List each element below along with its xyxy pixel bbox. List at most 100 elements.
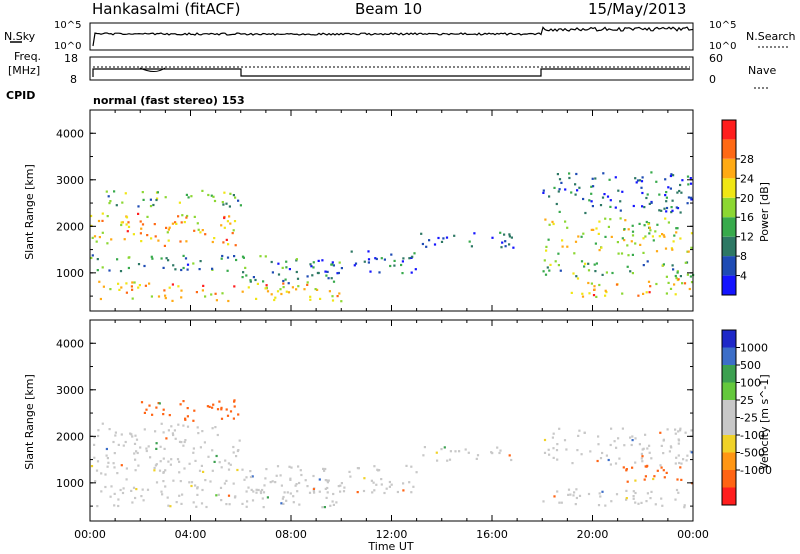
data-cell — [689, 182, 693, 185]
data-cell — [625, 469, 628, 472]
noise-trace — [92, 26, 694, 47]
data-cell — [110, 238, 113, 241]
data-cell — [294, 484, 297, 487]
data-cell — [232, 445, 235, 449]
data-cell — [270, 293, 273, 296]
data-cell — [264, 255, 267, 258]
data-cell — [225, 503, 228, 506]
data-cell — [362, 489, 366, 493]
colorbar-frame — [721, 119, 737, 296]
data-cell — [237, 199, 240, 202]
data-cell — [677, 430, 680, 433]
data-cell — [625, 497, 628, 500]
data-cell — [648, 291, 651, 294]
data-cell — [215, 299, 218, 302]
data-cell — [179, 403, 182, 406]
freq-strip: Freq. [MHz] 18 8 60 0 Nave — [8, 50, 776, 89]
data-cell — [475, 457, 478, 460]
data-cell — [648, 232, 651, 235]
data-cell — [265, 284, 268, 287]
data-cell — [567, 488, 571, 491]
data-cell — [508, 233, 511, 236]
data-cell — [650, 171, 653, 174]
data-cell — [274, 481, 277, 484]
data-cell — [609, 443, 612, 447]
data-cell — [155, 481, 159, 484]
data-cell — [374, 257, 377, 260]
data-cell — [578, 494, 582, 497]
data-cell — [510, 458, 513, 462]
data-cell — [97, 219, 101, 223]
data-cell — [129, 432, 132, 435]
data-cell — [677, 442, 680, 445]
data-cell — [112, 462, 115, 465]
freq-trace — [92, 68, 690, 77]
data-cell — [565, 448, 568, 451]
data-cell — [440, 240, 444, 243]
data-cell — [665, 206, 669, 210]
data-cell — [673, 283, 676, 286]
data-cell — [101, 212, 104, 215]
data-cell — [150, 295, 153, 298]
data-cell — [223, 191, 226, 194]
data-cell — [552, 432, 555, 435]
station-title: Hankasalmi (fitACF) — [92, 0, 240, 18]
data-cell — [312, 490, 315, 493]
data-cell — [300, 473, 303, 477]
data-cell — [410, 491, 413, 494]
data-cell — [503, 233, 506, 236]
data-cell — [445, 236, 449, 239]
data-cell — [212, 195, 215, 198]
data-cell — [331, 500, 334, 503]
data-cell — [587, 262, 590, 265]
data-cell — [245, 476, 248, 479]
data-cell — [162, 480, 165, 483]
data-cell — [577, 235, 580, 238]
x-tick-label: 16:00 — [476, 528, 508, 541]
data-cell — [284, 278, 287, 281]
data-cell — [440, 448, 443, 451]
data-cell — [547, 448, 550, 451]
data-cell — [548, 223, 551, 226]
data-cell — [117, 498, 120, 501]
data-cell — [543, 438, 547, 442]
data-cell — [557, 252, 560, 255]
data-cell — [651, 235, 654, 238]
data-cell — [389, 264, 392, 268]
data-cell — [410, 465, 413, 468]
data-cell — [645, 196, 648, 200]
data-cell — [211, 406, 214, 409]
data-cell — [331, 299, 335, 302]
date-title: 15/May/2013 — [588, 0, 686, 18]
data-cell — [408, 481, 411, 484]
data-cell — [559, 269, 562, 272]
data-cell — [670, 247, 673, 250]
data-cell — [105, 447, 108, 451]
data-cell — [316, 288, 319, 291]
colorbar-swatch — [722, 435, 736, 453]
data-cell — [325, 496, 328, 499]
data-cell — [90, 256, 93, 260]
data-cell — [182, 254, 185, 257]
data-cell — [198, 268, 201, 271]
data-cell — [104, 485, 107, 489]
data-cell — [369, 270, 372, 273]
data-cell — [247, 486, 250, 489]
data-cell — [393, 264, 396, 267]
data-cell — [646, 447, 649, 450]
x-tick-label: 00:00 — [677, 528, 709, 541]
data-cell — [688, 287, 691, 291]
data-cell — [165, 257, 168, 260]
data-cell — [196, 222, 199, 225]
data-cell — [225, 479, 228, 482]
data-cell — [677, 278, 680, 281]
data-cell — [650, 201, 653, 204]
data-cell — [261, 497, 264, 500]
data-cell — [201, 430, 204, 433]
data-cell — [202, 284, 205, 287]
data-cell — [318, 490, 321, 493]
data-cell — [232, 451, 235, 454]
data-cell — [101, 231, 104, 234]
data-cell — [446, 459, 449, 462]
data-cell — [644, 235, 647, 238]
